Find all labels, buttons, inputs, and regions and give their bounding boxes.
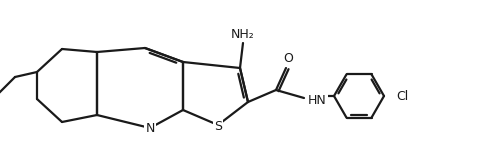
Text: N: N: [145, 123, 155, 135]
Text: Cl: Cl: [396, 89, 408, 103]
Text: O: O: [283, 52, 293, 66]
Text: NH₂: NH₂: [231, 28, 255, 40]
Text: S: S: [214, 119, 222, 133]
Text: HN: HN: [308, 94, 327, 106]
